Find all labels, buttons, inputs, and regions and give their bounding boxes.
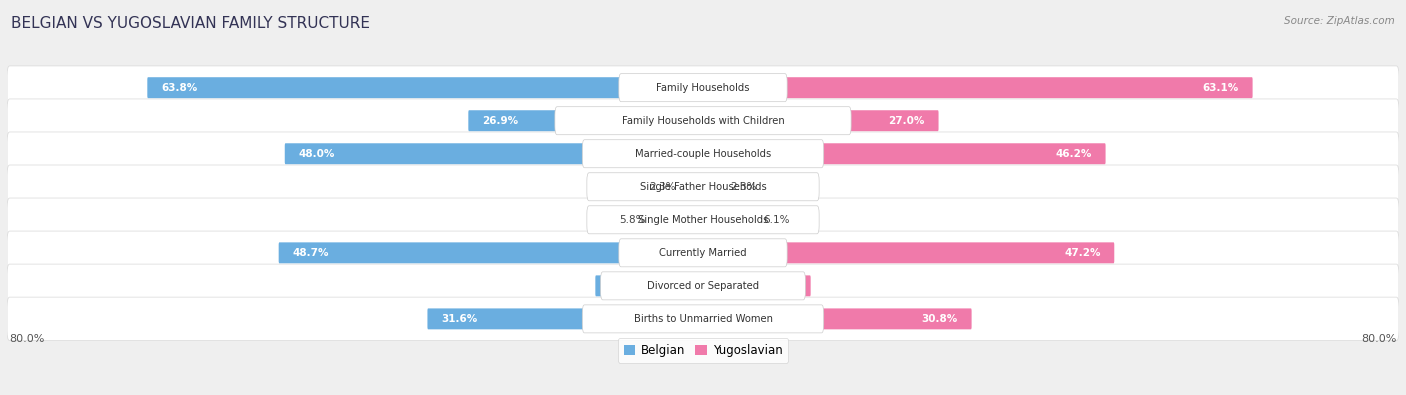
Text: 63.8%: 63.8% <box>162 83 197 93</box>
FancyBboxPatch shape <box>652 209 703 230</box>
Text: 27.0%: 27.0% <box>889 116 925 126</box>
Text: 47.2%: 47.2% <box>1064 248 1101 258</box>
FancyBboxPatch shape <box>682 176 703 197</box>
FancyBboxPatch shape <box>619 239 787 267</box>
FancyBboxPatch shape <box>7 198 1399 242</box>
Text: 80.0%: 80.0% <box>1361 334 1396 344</box>
Text: 31.6%: 31.6% <box>441 314 478 324</box>
Text: 63.1%: 63.1% <box>1202 83 1239 93</box>
Text: 12.3%: 12.3% <box>609 281 645 291</box>
FancyBboxPatch shape <box>285 143 703 164</box>
Text: 26.9%: 26.9% <box>482 116 519 126</box>
FancyBboxPatch shape <box>7 264 1399 308</box>
FancyBboxPatch shape <box>7 231 1399 275</box>
Text: Births to Unmarried Women: Births to Unmarried Women <box>634 314 772 324</box>
Text: Single Father Households: Single Father Households <box>640 182 766 192</box>
FancyBboxPatch shape <box>703 77 1253 98</box>
Text: 5.8%: 5.8% <box>619 215 645 225</box>
FancyBboxPatch shape <box>703 275 811 296</box>
FancyBboxPatch shape <box>703 110 939 131</box>
Text: 30.8%: 30.8% <box>922 314 957 324</box>
FancyBboxPatch shape <box>586 206 820 234</box>
Text: 48.7%: 48.7% <box>292 248 329 258</box>
FancyBboxPatch shape <box>7 165 1399 209</box>
Text: 46.2%: 46.2% <box>1056 149 1092 159</box>
FancyBboxPatch shape <box>703 176 724 197</box>
Text: 12.3%: 12.3% <box>761 281 797 291</box>
Text: 6.1%: 6.1% <box>763 215 790 225</box>
Text: Single Mother Households: Single Mother Households <box>638 215 768 225</box>
Text: BELGIAN VS YUGOSLAVIAN FAMILY STRUCTURE: BELGIAN VS YUGOSLAVIAN FAMILY STRUCTURE <box>11 16 370 31</box>
FancyBboxPatch shape <box>619 74 787 102</box>
Text: 48.0%: 48.0% <box>298 149 335 159</box>
Text: Source: ZipAtlas.com: Source: ZipAtlas.com <box>1284 16 1395 26</box>
FancyBboxPatch shape <box>582 305 824 333</box>
FancyBboxPatch shape <box>703 243 1115 263</box>
Text: Divorced or Separated: Divorced or Separated <box>647 281 759 291</box>
Text: 2.3%: 2.3% <box>650 182 676 192</box>
FancyBboxPatch shape <box>600 272 806 300</box>
FancyBboxPatch shape <box>148 77 703 98</box>
FancyBboxPatch shape <box>595 275 703 296</box>
Text: Family Households: Family Households <box>657 83 749 93</box>
FancyBboxPatch shape <box>278 243 703 263</box>
FancyBboxPatch shape <box>586 173 820 201</box>
FancyBboxPatch shape <box>7 297 1399 340</box>
Text: Married-couple Households: Married-couple Households <box>636 149 770 159</box>
FancyBboxPatch shape <box>7 66 1399 109</box>
FancyBboxPatch shape <box>7 99 1399 143</box>
Text: 80.0%: 80.0% <box>10 334 45 344</box>
FancyBboxPatch shape <box>555 107 851 135</box>
Text: 2.3%: 2.3% <box>730 182 756 192</box>
FancyBboxPatch shape <box>703 143 1105 164</box>
Text: Family Households with Children: Family Households with Children <box>621 116 785 126</box>
FancyBboxPatch shape <box>7 132 1399 175</box>
FancyBboxPatch shape <box>582 140 824 168</box>
FancyBboxPatch shape <box>468 110 703 131</box>
FancyBboxPatch shape <box>703 209 756 230</box>
Text: Currently Married: Currently Married <box>659 248 747 258</box>
FancyBboxPatch shape <box>703 308 972 329</box>
Legend: Belgian, Yugoslavian: Belgian, Yugoslavian <box>617 338 789 363</box>
FancyBboxPatch shape <box>427 308 703 329</box>
